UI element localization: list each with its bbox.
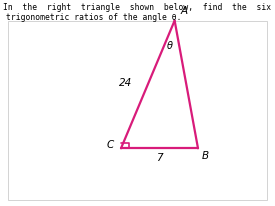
Text: θ: θ: [167, 41, 173, 51]
Text: C: C: [107, 140, 114, 150]
Text: 7: 7: [156, 153, 162, 164]
Text: A: A: [180, 6, 187, 16]
Text: trigonometric ratios of the angle θ.: trigonometric ratios of the angle θ.: [6, 13, 181, 22]
Text: B: B: [202, 151, 209, 162]
Text: 24: 24: [119, 78, 132, 88]
Text: In  the  right  triangle  shown  below,  find  the  six: In the right triangle shown below, find …: [3, 3, 272, 12]
Bar: [8, 21, 267, 200]
